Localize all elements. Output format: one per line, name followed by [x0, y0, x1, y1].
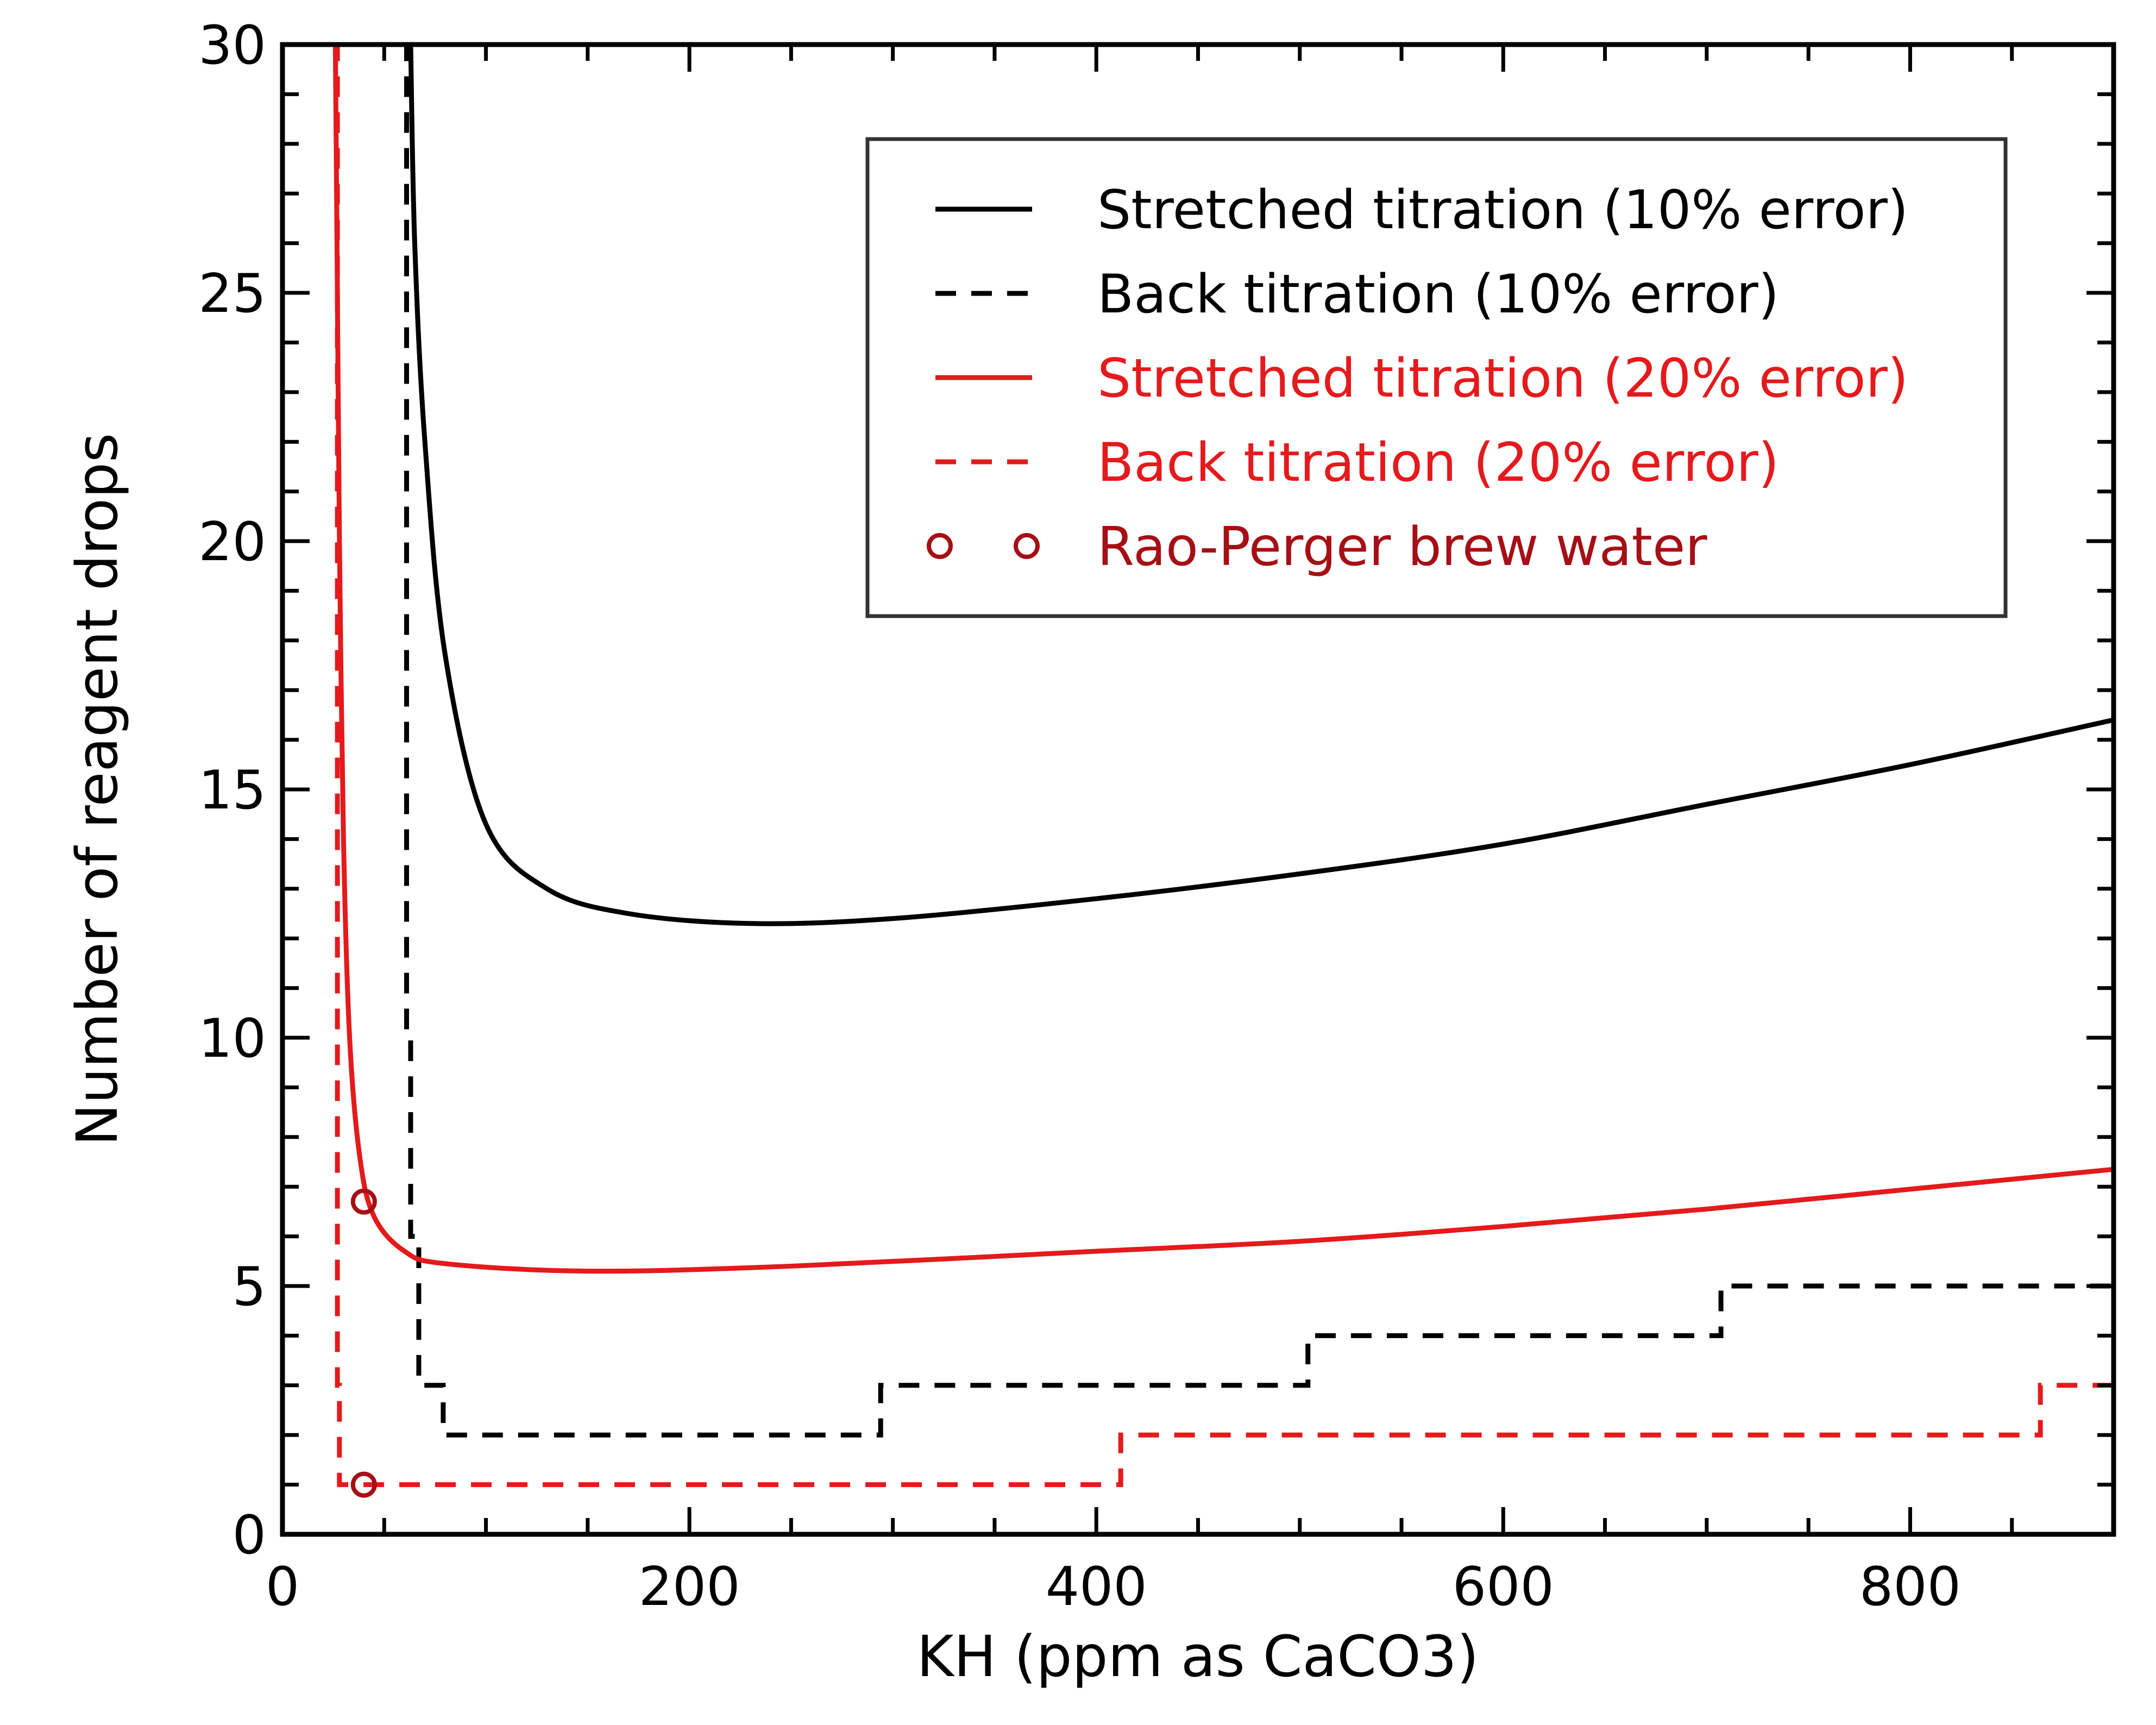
series-stretched-titration-20-error [332, 45, 2114, 1274]
x-tick-label: 800 [1859, 1556, 1961, 1618]
series-back-titration-10-error [402, 45, 2114, 1438]
series-stretched-titration-10-error [408, 45, 2114, 926]
x-tick-label: 400 [1046, 1556, 1147, 1618]
y-tick-label: 30 [198, 15, 266, 77]
y-tick-label: 15 [198, 760, 266, 821]
legend-item: Stretched titration (20% error) [935, 348, 1908, 410]
x-tick-label: 0 [266, 1556, 299, 1618]
x-tick-label: 200 [639, 1556, 740, 1618]
marker-point [350, 1471, 377, 1498]
legend-swatch [1014, 533, 1040, 559]
y-tick-label: 5 [232, 1256, 266, 1318]
axis-ticks: 0 200 400 600 800 0 5 10 15 20 25 30 [198, 15, 2116, 1618]
legend-label: Rao-Perger brew water [1097, 516, 1707, 578]
legend-frame [865, 137, 2008, 618]
legend-label: Back titration (10% error) [1097, 264, 1779, 325]
y-axis-label: Number of reagent drops [64, 433, 130, 1146]
legend-label: Back titration (20% error) [1097, 432, 1779, 494]
plot-marks [332, 45, 2114, 1498]
legend-label: Stretched titration (20% error) [1097, 348, 1908, 410]
y-tick-label: 10 [198, 1008, 266, 1070]
legend: Stretched titration (10% error) Back titr… [865, 137, 2008, 618]
series-back-titration-20-error [333, 45, 2114, 1488]
y-tick-label: 25 [198, 263, 266, 325]
legend-swatch [927, 533, 953, 559]
x-tick-label: 600 [1453, 1556, 1554, 1618]
legend-item: Back titration (20% error) [935, 432, 1779, 494]
legend-label: Stretched titration (10% error) [1097, 179, 1908, 241]
legend-item: Stretched titration (10% error) [935, 179, 1908, 241]
y-tick-label: 0 [232, 1504, 266, 1566]
legend-item: Back titration (10% error) [935, 264, 1779, 325]
y-tick-label: 20 [198, 511, 266, 573]
marker-point [350, 1188, 377, 1215]
legend-item: Rao-Perger brew water [927, 516, 1707, 578]
x-axis-label: KH (ppm as CaCO3) [917, 1623, 1479, 1690]
